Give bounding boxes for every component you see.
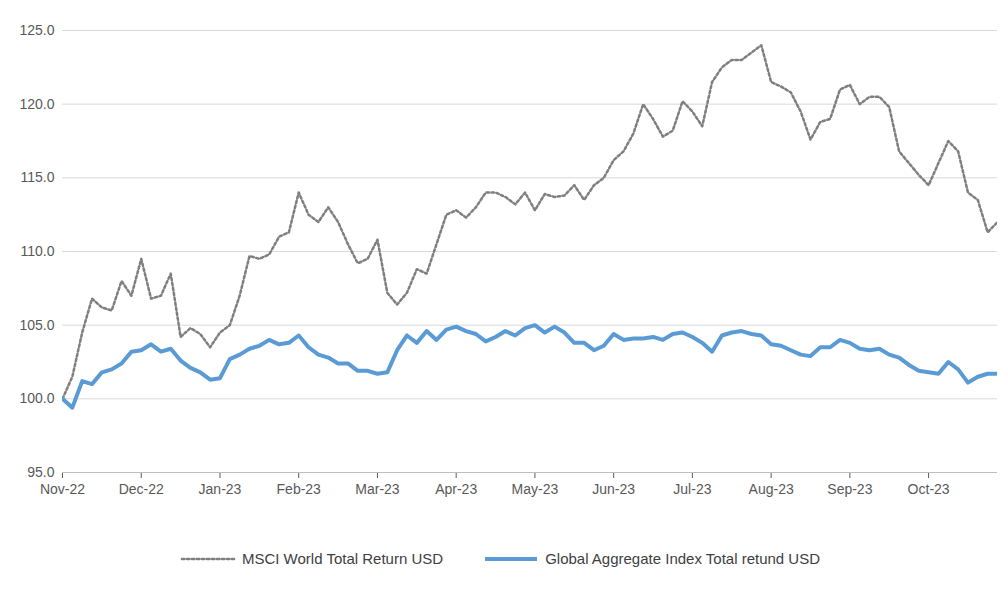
svg-text:Feb-23: Feb-23 — [277, 481, 322, 497]
svg-text:Aug-23: Aug-23 — [749, 481, 794, 497]
svg-text:Dec-22: Dec-22 — [119, 481, 164, 497]
html-text:Global Aggregate Index Total r: Global Aggregate Index Total retund USD — [545, 550, 820, 567]
svg-text:115.0: 115.0 — [21, 169, 55, 185]
svg-text:Nov-22: Nov-22 — [40, 481, 85, 497]
svg-text:Mar-23: Mar-23 — [355, 481, 400, 497]
svg-text:Apr-23: Apr-23 — [435, 481, 477, 497]
html-text:MSCI World Total Return USD: MSCI World Total Return USD — [242, 550, 444, 567]
svg-text:Jun-23: Jun-23 — [592, 481, 635, 497]
svg-text:125.0: 125.0 — [19, 22, 54, 38]
svg-text:Jan-23: Jan-23 — [199, 481, 242, 497]
svg-text:Sep-23: Sep-23 — [827, 481, 872, 497]
svg-text:Jul-23: Jul-23 — [673, 481, 711, 497]
svg-text:100.0: 100.0 — [19, 390, 54, 406]
svg-text:105.0: 105.0 — [19, 317, 54, 333]
svg-text:May-23: May-23 — [512, 481, 559, 497]
svg-text:95.0: 95.0 — [27, 464, 54, 480]
svg-text:Oct-23: Oct-23 — [908, 481, 950, 497]
svg-text:120.0: 120.0 — [19, 96, 54, 112]
svg-text:110.0: 110.0 — [21, 243, 55, 259]
